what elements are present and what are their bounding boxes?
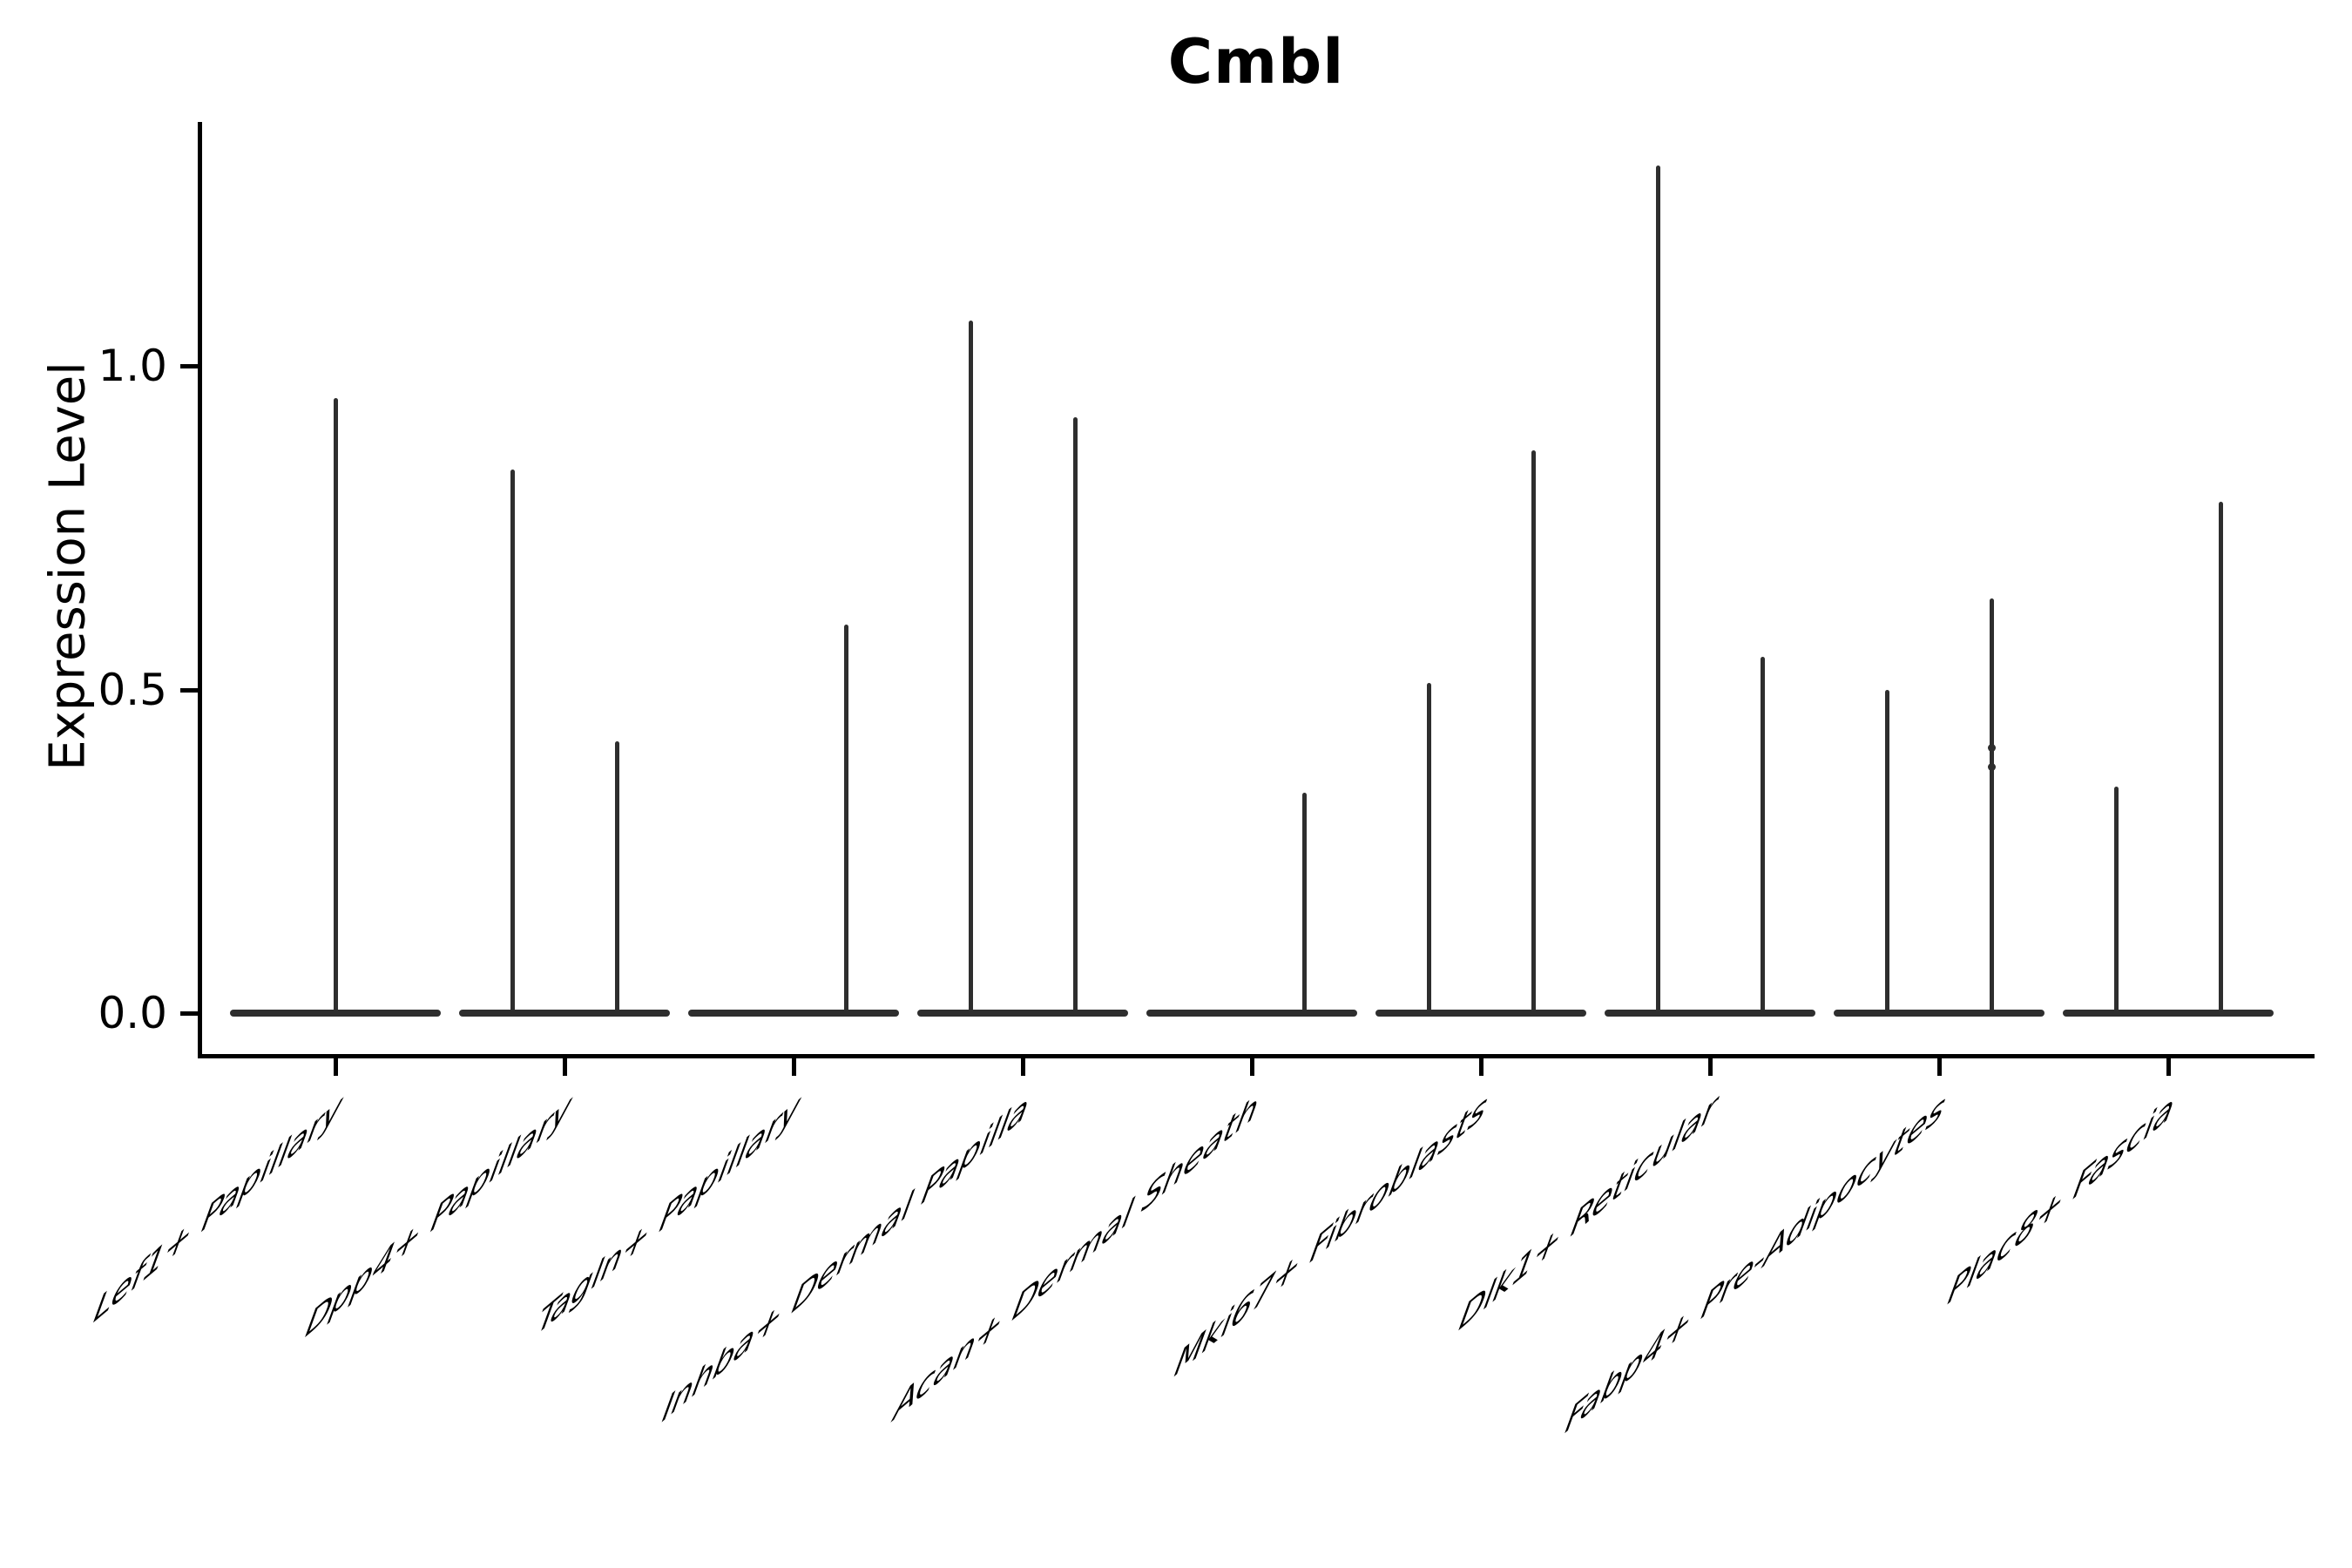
violin-baseline (1146, 1010, 1357, 1017)
violin-baseline (1605, 1010, 1815, 1017)
violin-spike (843, 625, 848, 1017)
violin-spike (1301, 793, 1307, 1017)
y-tick-mark (180, 364, 198, 368)
x-tick-label: Acan+ Dermal Sheath (886, 1081, 1267, 1433)
violin-baseline (1834, 1010, 2044, 1017)
violin-spike (1072, 417, 1078, 1017)
violin-spike (614, 740, 619, 1017)
x-tick-mark (1936, 1058, 1942, 1076)
violin-baseline (1375, 1010, 1586, 1017)
violin-spike (1884, 689, 1889, 1017)
x-tick-mark (1249, 1058, 1254, 1076)
violin-spike (968, 320, 973, 1017)
y-tick-label: 0.0 (98, 988, 167, 1038)
violin-spike (2113, 786, 2119, 1017)
violin-baseline (688, 1010, 899, 1017)
x-tick-label: Plac8+ Fascia (1940, 1081, 2184, 1317)
y-tick-mark (180, 687, 198, 693)
y-axis-spine (198, 122, 202, 1058)
x-tick-mark (1707, 1058, 1713, 1076)
x-tick-mark (791, 1058, 796, 1076)
x-axis-spine (198, 1054, 2315, 1058)
x-tick-mark (1020, 1058, 1025, 1076)
violin-spike (1760, 657, 1765, 1017)
x-tick-label: Lef1+ Papillary (86, 1081, 351, 1335)
violin-density-knot (1987, 763, 1996, 772)
violin-spike (333, 398, 338, 1017)
y-tick-mark (180, 1011, 198, 1016)
chart-title: Cmbl (1167, 26, 1345, 98)
violin-spike (1426, 683, 1431, 1017)
x-tick-label: Fabp4+ Pre-Adipocytes (1558, 1081, 1955, 1446)
y-tick-label: 1.0 (98, 341, 167, 391)
violin-spike (1531, 449, 1536, 1017)
x-tick-mark (562, 1058, 567, 1076)
x-tick-label: Tagln+ Papillary (529, 1081, 809, 1348)
x-tick-label: Dpp4+ Papillary (298, 1081, 580, 1350)
violin-spike (2218, 502, 2223, 1017)
violin-density-knot (1987, 743, 1996, 752)
y-tick-label: 0.5 (98, 664, 167, 715)
violin-baseline (2063, 1010, 2274, 1017)
violin-spike (1989, 598, 1994, 1017)
violin-spike (1655, 165, 1660, 1017)
x-tick-mark (1478, 1058, 1484, 1076)
violin-baseline (917, 1010, 1128, 1017)
x-tick-label: Dlk1+ Reticular (1451, 1081, 1726, 1343)
x-tick-mark (2166, 1058, 2171, 1076)
violin-spike (510, 469, 515, 1017)
x-tick-label: Inhba+ Dermal Papilla (654, 1081, 1038, 1435)
violin-baseline (459, 1010, 670, 1017)
x-tick-mark (333, 1058, 338, 1076)
